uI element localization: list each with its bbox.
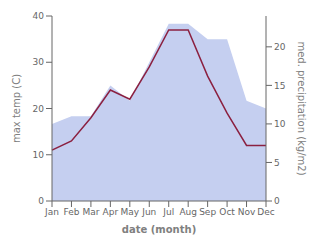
- svg-text:Nov: Nov: [238, 207, 256, 217]
- svg-text:20: 20: [33, 104, 45, 114]
- svg-text:0: 0: [274, 196, 280, 206]
- svg-text:Jul: Jul: [162, 207, 174, 217]
- svg-text:Feb: Feb: [63, 207, 79, 217]
- svg-text:10: 10: [274, 119, 286, 129]
- svg-text:40: 40: [33, 11, 45, 21]
- svg-text:May: May: [121, 207, 140, 217]
- svg-text:15: 15: [274, 81, 285, 91]
- svg-text:30: 30: [33, 57, 45, 67]
- svg-text:Oct: Oct: [219, 207, 235, 217]
- svg-text:max temp (C): max temp (C): [11, 74, 22, 143]
- svg-text:Dec: Dec: [257, 207, 274, 217]
- svg-text:Mar: Mar: [82, 207, 99, 217]
- svg-text:5: 5: [274, 158, 280, 168]
- svg-text:med. precipitation (kg/m2): med. precipitation (kg/m2): [296, 41, 307, 175]
- svg-text:0: 0: [38, 196, 44, 206]
- svg-text:Sep: Sep: [199, 207, 216, 217]
- svg-text:20: 20: [274, 42, 286, 52]
- svg-text:Jan: Jan: [44, 207, 59, 217]
- svg-text:10: 10: [33, 150, 45, 160]
- svg-text:Jun: Jun: [141, 207, 156, 217]
- svg-text:Apr: Apr: [103, 207, 119, 217]
- svg-text:date (month): date (month): [122, 224, 196, 235]
- svg-text:Aug: Aug: [179, 207, 197, 217]
